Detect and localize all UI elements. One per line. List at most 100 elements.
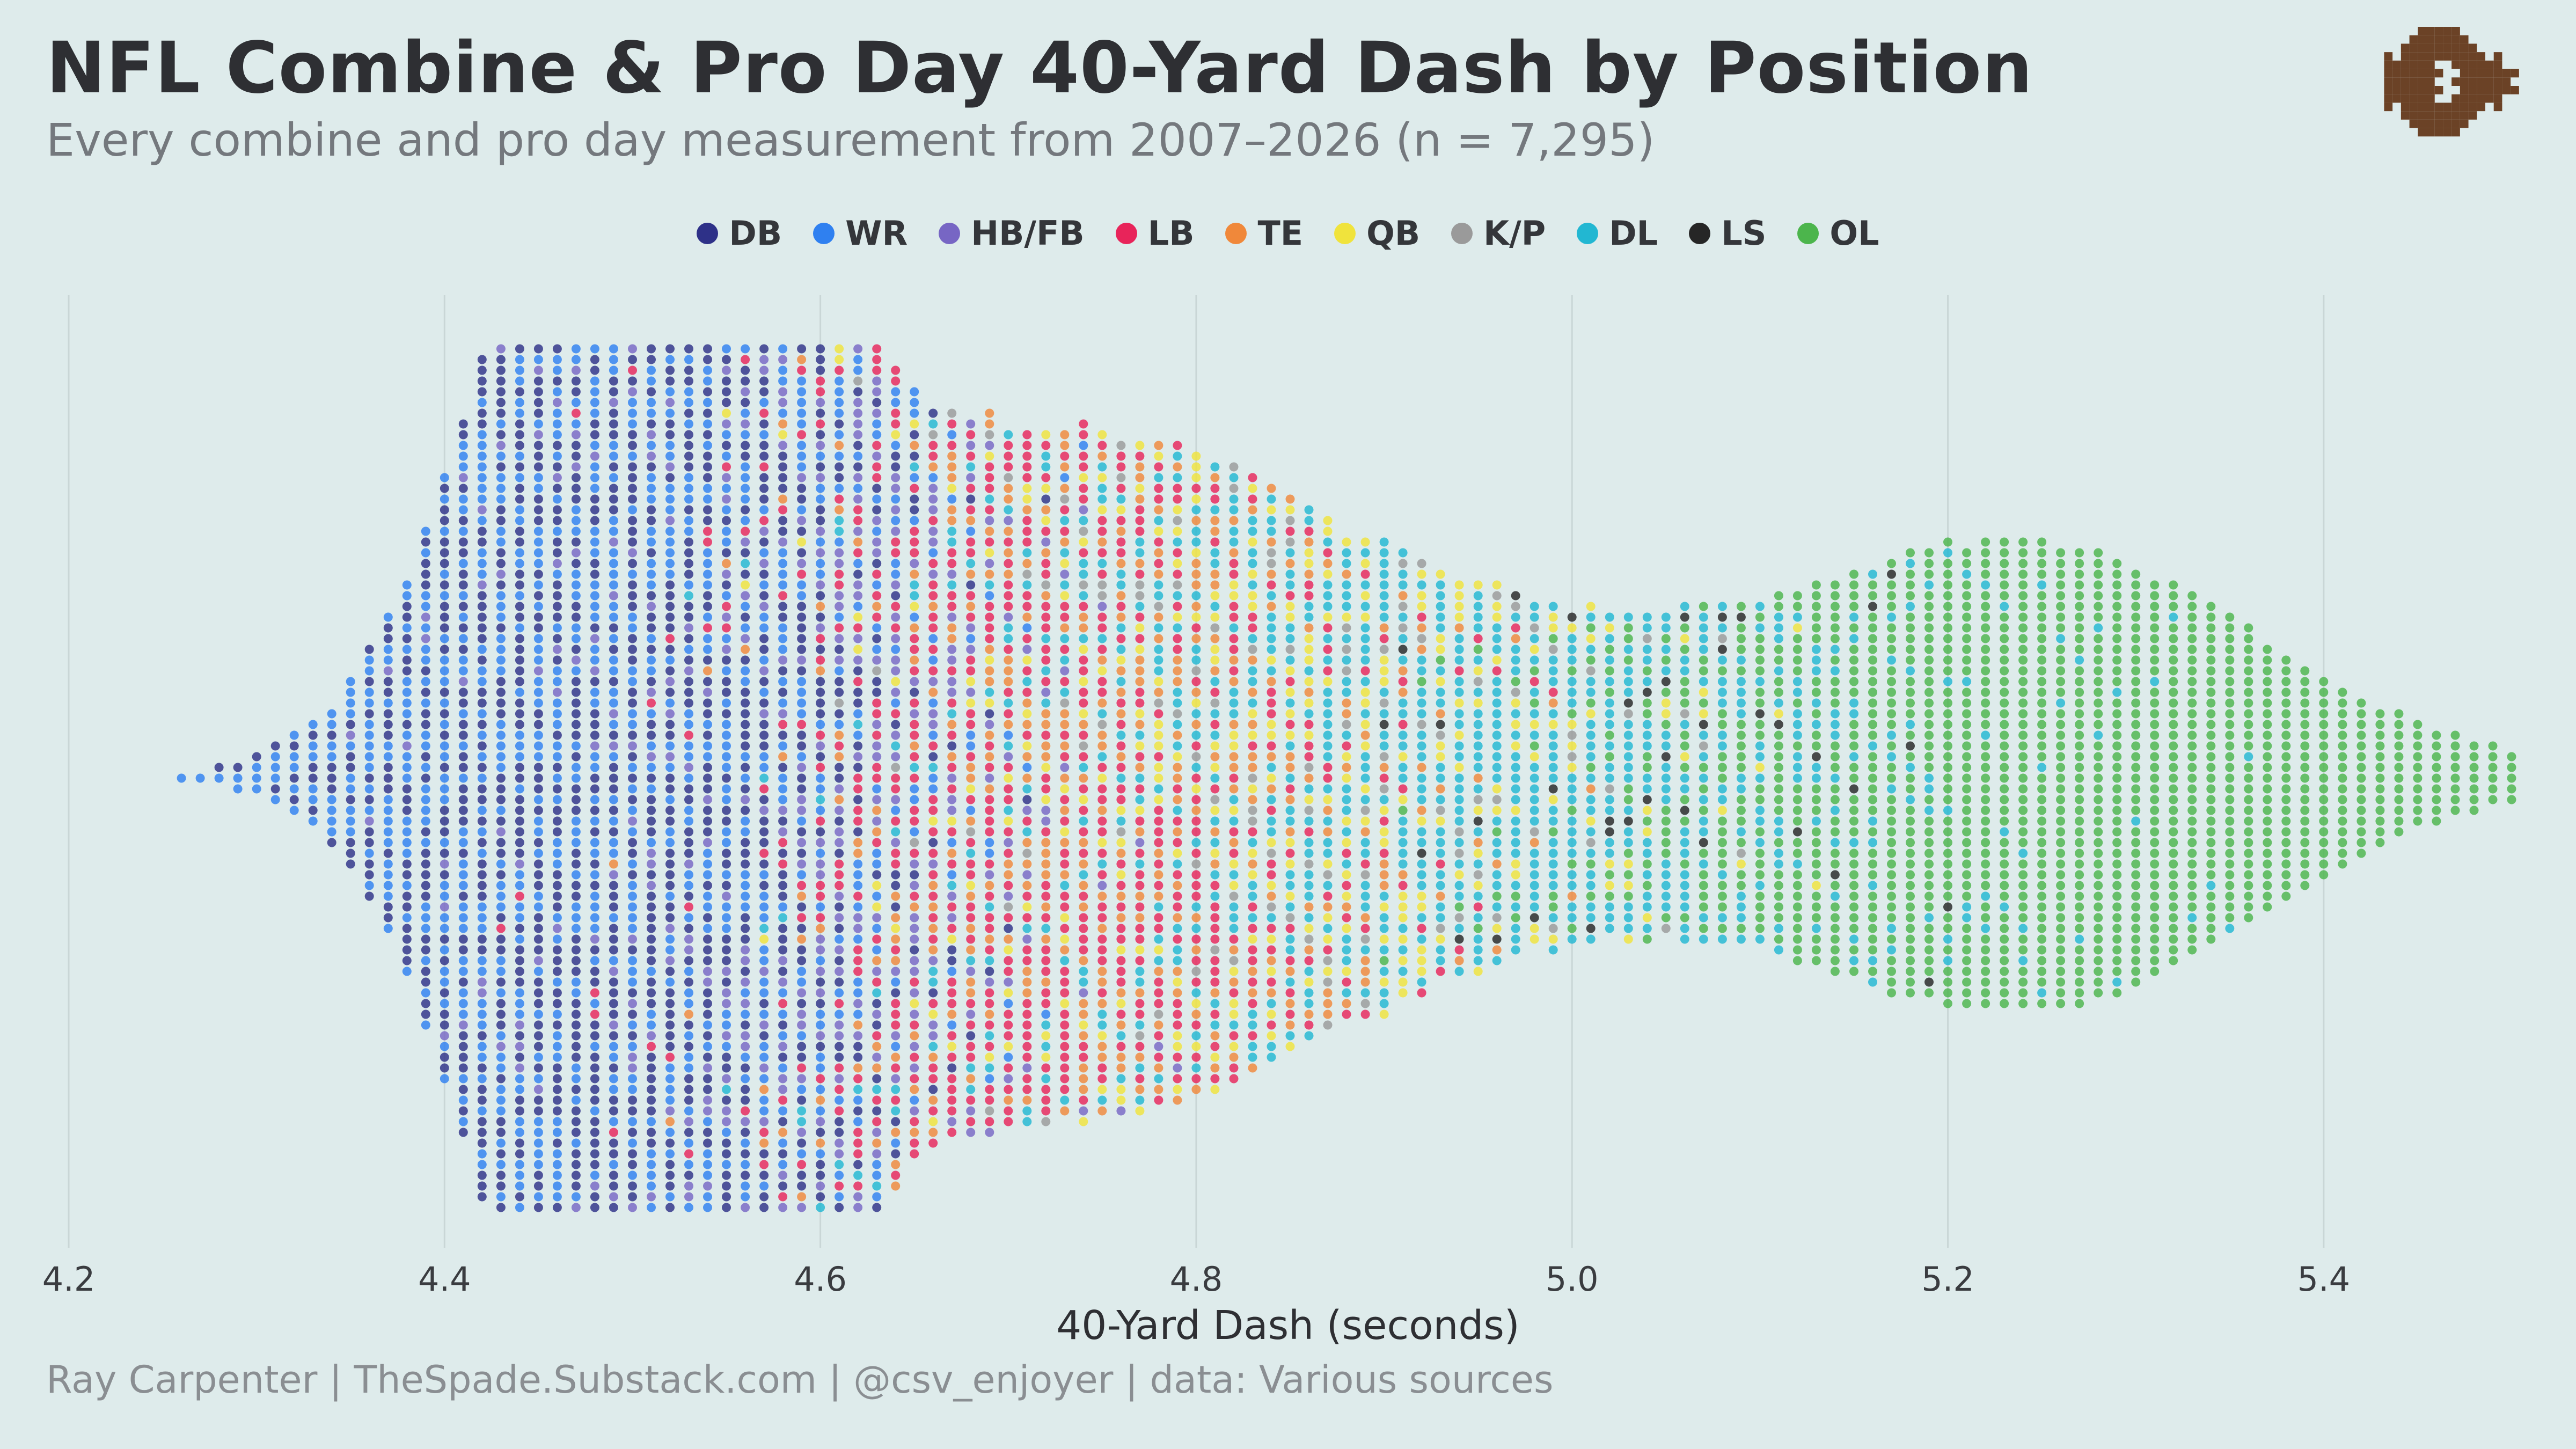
data-point-dl	[1567, 645, 1577, 654]
data-point-wr	[552, 720, 562, 729]
data-point-ol	[1981, 816, 1990, 826]
data-point-wr	[1022, 623, 1032, 633]
data-point-wr	[440, 924, 449, 933]
data-point-db	[647, 827, 656, 837]
data-point-wr	[590, 537, 599, 547]
data-point-te	[928, 945, 938, 955]
data-point-ol	[1811, 859, 1821, 869]
data-point-lb	[1267, 687, 1276, 697]
data-point-db	[947, 1063, 957, 1073]
data-point-wr	[477, 1042, 487, 1051]
data-point-dl	[1342, 784, 1351, 794]
data-point-ol	[1774, 591, 1783, 601]
data-point-dl	[1642, 655, 1652, 665]
data-point-dl	[1454, 859, 1464, 869]
data-point-qb	[1079, 677, 1088, 686]
data-point-lb	[853, 505, 863, 515]
data-point-lb	[1191, 881, 1201, 890]
data-point-lb	[966, 999, 976, 1008]
data-point-db	[778, 1020, 788, 1030]
data-point-wr	[628, 902, 637, 912]
data-point-wr	[458, 655, 468, 665]
data-point-te	[1304, 773, 1314, 783]
data-point-lb	[1060, 902, 1070, 912]
data-point-db	[458, 430, 468, 440]
data-point-k-p	[1605, 784, 1614, 794]
data-point-ol	[1906, 591, 1915, 601]
data-point-db	[346, 720, 355, 729]
data-point-k-p	[1511, 687, 1520, 697]
data-point-hb-fb	[759, 355, 769, 364]
data-point-dl	[1605, 773, 1614, 783]
data-point-db	[853, 387, 863, 397]
data-point-db	[496, 1009, 506, 1019]
data-point-lb	[1154, 859, 1163, 869]
data-point-lb	[910, 1074, 919, 1084]
data-point-db	[496, 516, 506, 525]
data-point-wr	[496, 1085, 506, 1094]
data-point-lb	[966, 612, 976, 622]
data-point-wr	[496, 1106, 506, 1116]
data-point-dl	[1699, 913, 1708, 923]
data-point-lb	[1022, 634, 1032, 643]
data-point-dl	[1511, 902, 1520, 912]
data-point-wr	[684, 419, 693, 429]
data-point-db	[759, 645, 769, 654]
data-point-ol	[1924, 870, 1934, 880]
data-point-dl	[1661, 612, 1671, 622]
data-point-db	[759, 537, 769, 547]
data-point-ol	[1717, 902, 1727, 912]
data-point-ol	[1868, 784, 1877, 794]
data-point-te	[1173, 730, 1182, 740]
data-point-lb	[1229, 934, 1239, 944]
data-point-wr	[722, 344, 731, 354]
data-point-ol	[1736, 730, 1746, 740]
data-point-db	[741, 376, 750, 386]
data-point-wr	[364, 848, 374, 858]
data-point-wr	[647, 741, 656, 751]
data-point-te	[985, 569, 994, 579]
data-point-dl	[1022, 924, 1032, 933]
data-point-lb	[891, 1095, 901, 1105]
data-point-lb	[1135, 999, 1145, 1008]
data-point-wr	[402, 591, 412, 601]
data-point-k-p	[1116, 827, 1126, 837]
data-point-dl	[1248, 559, 1257, 568]
legend-dot-icon	[939, 222, 961, 244]
data-point-wr	[665, 945, 675, 955]
data-point-wr	[665, 838, 675, 847]
data-point-wr	[383, 795, 393, 804]
data-point-dl	[947, 537, 957, 547]
data-point-lb	[1417, 924, 1426, 933]
data-point-k-p	[1492, 795, 1502, 804]
data-point-lb	[609, 1128, 618, 1137]
data-point-wr	[458, 870, 468, 880]
data-point-db	[835, 687, 844, 697]
data-point-hb-fb	[778, 709, 788, 719]
data-point-ol	[1680, 913, 1689, 923]
data-point-ol	[1943, 859, 1952, 869]
data-point-db	[759, 1149, 769, 1159]
data-point-db	[496, 977, 506, 987]
data-point-ol	[1736, 602, 1746, 611]
data-point-qb	[1248, 484, 1257, 493]
data-point-te	[1041, 505, 1051, 515]
data-point-dl	[1642, 902, 1652, 912]
data-point-wr	[571, 741, 581, 751]
data-point-dl	[1210, 602, 1220, 611]
data-point-dl	[1454, 773, 1464, 783]
data-point-ol	[1436, 655, 1445, 665]
data-point-lb	[1548, 687, 1558, 697]
data-point-ol	[1924, 827, 1934, 837]
data-point-db	[778, 602, 788, 611]
data-point-db	[252, 752, 261, 762]
data-point-hb-fb	[985, 441, 994, 450]
data-point-wr	[590, 1170, 599, 1180]
data-point-hb-fb	[1173, 1063, 1182, 1073]
data-point-te	[1210, 827, 1220, 837]
data-point-wr	[778, 1106, 788, 1116]
data-point-wr	[778, 1160, 788, 1169]
data-point-qb	[1210, 591, 1220, 601]
data-point-db	[835, 645, 844, 654]
data-point-dl	[1060, 548, 1070, 558]
